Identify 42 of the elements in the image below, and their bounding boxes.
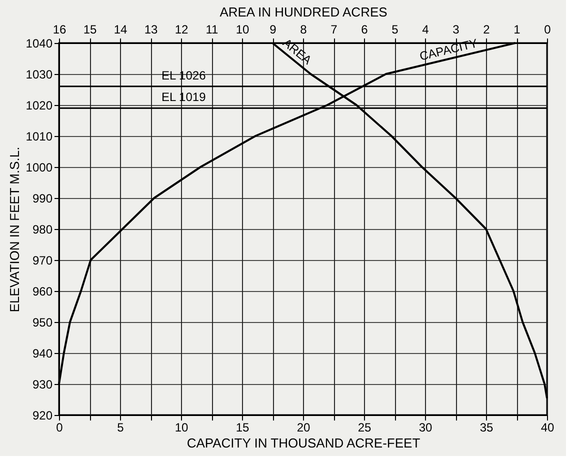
x2-axis-title: AREA IN HUNDRED ACRES <box>220 4 388 20</box>
x-tick-label: 20 <box>296 420 310 434</box>
x2-tick-label: 13 <box>144 22 158 36</box>
x-tick-label: 15 <box>236 420 250 434</box>
y-tick-label: 970 <box>32 254 53 268</box>
y-tick-label: 1000 <box>26 160 53 174</box>
y-tick-label: 950 <box>32 316 53 330</box>
x2-tick-label: 5 <box>392 22 399 36</box>
x-tick-label: 40 <box>540 420 554 434</box>
x2-tick-label: 9 <box>270 22 277 36</box>
y-tick-label: 990 <box>32 192 53 206</box>
y-tick-label: 960 <box>32 284 53 298</box>
x-tick-label: 35 <box>480 420 494 434</box>
y-axis-title: ELEVATION IN FEET M.S.L. <box>6 146 22 312</box>
x2-tick-label: 0 <box>544 22 552 36</box>
x2-tick-label: 2 <box>483 22 490 36</box>
x2-tick-label: 12 <box>174 22 188 36</box>
x2-tick-label: 16 <box>52 22 66 36</box>
x2-tick-label: 4 <box>422 22 430 36</box>
y-tick-label: 980 <box>32 222 53 236</box>
y-tick-label: 1010 <box>26 130 53 144</box>
x-tick-label: 0 <box>56 420 64 434</box>
x2-tick-label: 10 <box>236 22 250 36</box>
x2-tick-label: 8 <box>300 22 308 36</box>
y-tick-label: 920 <box>32 408 53 422</box>
x2-tick-label: 3 <box>452 22 460 36</box>
x2-tick-label: 7 <box>330 22 338 36</box>
x2-tick-label: 6 <box>361 22 368 36</box>
x-tick-label: 25 <box>358 420 372 434</box>
y-tick-label: 1030 <box>26 68 53 82</box>
x-tick-label: 5 <box>117 420 124 434</box>
x2-tick-label: 14 <box>114 22 128 36</box>
y-tick-label: 1020 <box>26 98 53 112</box>
x2-tick-label: 15 <box>83 22 97 36</box>
x2-tick-label: 11 <box>206 22 219 36</box>
y-tick-label: 930 <box>32 378 53 392</box>
x-tick-label: 10 <box>174 420 188 434</box>
x2-tick-label: 1 <box>514 22 521 36</box>
x-tick-label: 30 <box>418 420 432 434</box>
y-tick-label: 1040 <box>26 36 53 50</box>
x-axis-title: CAPACITY IN THOUSAND ACRE-FEET <box>186 436 420 450</box>
y-tick-label: 940 <box>32 346 53 360</box>
